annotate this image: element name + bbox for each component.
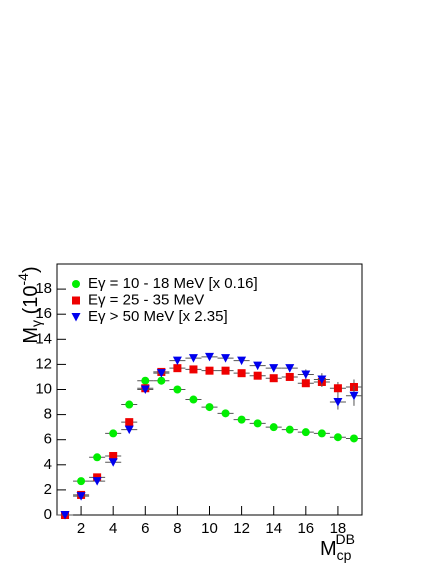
y-label-sub: γ (28, 320, 44, 327)
point (157, 376, 166, 385)
point (60, 511, 70, 520)
point (205, 352, 214, 362)
point (141, 376, 150, 385)
point (172, 356, 182, 366)
point (189, 395, 198, 404)
legend-label: Eγ > 50 MeV [x 2.35] (88, 308, 228, 325)
legend-marker (72, 280, 80, 288)
point (237, 356, 247, 366)
point (221, 354, 231, 363)
y-label-sup: -4 (15, 273, 31, 286)
point (349, 391, 359, 401)
point (317, 375, 327, 384)
x-label-base: M (320, 538, 337, 560)
point (173, 385, 182, 394)
y-tick-label: 4 (44, 456, 52, 473)
point (173, 364, 182, 373)
point (221, 366, 230, 375)
x-tick-label: 10 (201, 520, 218, 537)
y-tick-label: 6 (44, 431, 52, 448)
legend-label: Eγ = 10 - 18 MeV [x 0.16] (88, 275, 258, 292)
point (125, 418, 134, 427)
point (253, 361, 263, 371)
legend-marker (72, 296, 80, 305)
y-axis-label: Mγ (10-4) (15, 266, 44, 343)
point (237, 415, 246, 424)
point (189, 365, 198, 374)
y-label-base: M (20, 327, 42, 344)
point (188, 354, 198, 363)
point (124, 425, 134, 435)
y-label-end: ) (20, 266, 42, 273)
x-tick-label: 18 (330, 520, 347, 537)
point (76, 492, 86, 501)
y-tick-label: 14 (35, 330, 52, 347)
x-label-sub: cp (337, 547, 352, 563)
x-tick-label: 6 (141, 520, 149, 537)
y-label-text: (10 (20, 285, 42, 319)
x-tick-label: 14 (265, 520, 282, 537)
y-tick-label: 12 (35, 355, 52, 372)
point (156, 369, 166, 378)
legend-marker (71, 313, 81, 322)
point (333, 433, 342, 442)
point (285, 425, 294, 434)
y-tick-label: 0 (44, 506, 52, 523)
point (77, 477, 86, 486)
x-label-sup: DB (335, 531, 354, 547)
x-tick-label: 2 (77, 520, 85, 537)
point (109, 452, 118, 461)
x-tick-label: 12 (233, 520, 250, 537)
point (125, 400, 134, 409)
point (285, 364, 295, 373)
x-axis-label: McpDB (320, 531, 355, 563)
point (253, 419, 262, 428)
y-tick-label: 8 (44, 406, 52, 423)
point (285, 372, 294, 381)
point (237, 369, 246, 378)
y-tick-label: 18 (35, 280, 52, 297)
y-tick-label: 16 (35, 305, 52, 322)
x-tick-label: 8 (173, 520, 181, 537)
point (221, 409, 230, 418)
point (108, 458, 118, 467)
point (317, 429, 326, 438)
point (301, 370, 311, 379)
point (301, 428, 310, 437)
point (301, 379, 310, 388)
point (205, 403, 214, 412)
point (140, 385, 150, 394)
x-tick-label: 4 (109, 520, 117, 537)
point (333, 384, 342, 393)
y-tick-label: 10 (35, 380, 52, 397)
point (269, 374, 278, 383)
point (92, 477, 102, 486)
point (93, 453, 102, 462)
point (253, 371, 262, 380)
y-tick-label: 2 (44, 481, 52, 498)
point (269, 423, 278, 432)
legend-label: Eγ = 25 - 35 MeV (88, 291, 204, 308)
point (109, 429, 118, 438)
point (349, 434, 358, 443)
point (333, 398, 343, 407)
x-tick-label: 16 (297, 520, 314, 537)
point (205, 366, 214, 375)
point (269, 364, 279, 373)
